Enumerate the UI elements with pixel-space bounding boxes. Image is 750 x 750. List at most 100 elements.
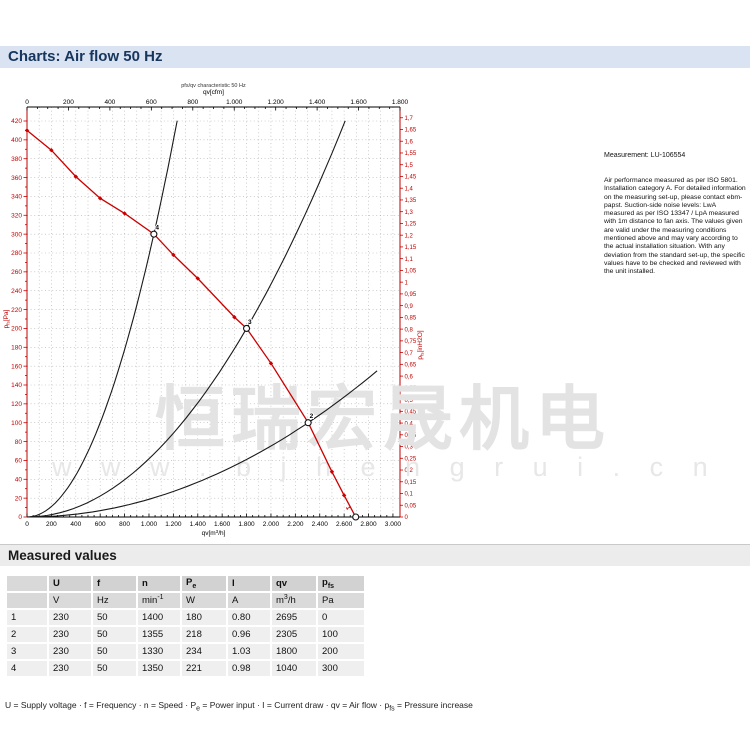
svg-text:0,35: 0,35 <box>405 433 417 439</box>
page-title: Charts: Air flow 50 Hz <box>0 46 750 68</box>
value-cell: 1400 <box>138 610 180 625</box>
svg-text:0: 0 <box>405 515 409 521</box>
svg-text:1.600: 1.600 <box>350 99 367 106</box>
svg-text:40: 40 <box>15 476 23 483</box>
top-axis-title: qv[cfm] <box>203 89 224 96</box>
unit-cell: V <box>49 593 91 608</box>
value-cell: 2695 <box>272 610 316 625</box>
svg-text:1,65: 1,65 <box>405 128 417 134</box>
svg-text:600: 600 <box>146 99 157 106</box>
value-cell: 1040 <box>272 661 316 676</box>
fan-curve-marker <box>329 469 335 474</box>
airflow-chart: pfs/qv characteristic 50 Hz qv[cfm] 0 200… <box>0 80 430 540</box>
fan-curve-marker <box>268 361 274 366</box>
unit-cell: A <box>228 593 270 608</box>
fan-curve-marker <box>73 174 78 179</box>
fan-curve-marker <box>49 148 54 153</box>
value-cell: 1350 <box>138 661 180 676</box>
svg-text:80: 80 <box>15 439 23 446</box>
unit-cell: W <box>182 593 226 608</box>
svg-text:0,95: 0,95 <box>405 292 417 298</box>
grid <box>27 107 400 517</box>
svg-text:1.600: 1.600 <box>214 521 231 528</box>
svg-text:0,75: 0,75 <box>405 339 417 345</box>
svg-text:0,8: 0,8 <box>405 327 414 333</box>
operating-point-label: 1 <box>344 505 352 512</box>
svg-text:1,25: 1,25 <box>405 222 417 228</box>
fan-curve-marker <box>24 128 30 133</box>
svg-text:1,6: 1,6 <box>405 139 414 145</box>
svg-text:20: 20 <box>15 495 23 502</box>
value-cell: 221 <box>182 661 226 676</box>
unit-cell: m3/h <box>272 593 316 608</box>
right-axis-title: pfs[inH2O] <box>417 330 425 359</box>
svg-text:200: 200 <box>11 326 22 333</box>
svg-text:2.800: 2.800 <box>360 521 377 528</box>
value-cell: 50 <box>93 627 136 642</box>
value-cell: 200 <box>318 644 364 659</box>
fan-curve-marker <box>122 211 127 216</box>
svg-text:0,55: 0,55 <box>405 386 417 392</box>
svg-text:160: 160 <box>11 363 22 370</box>
svg-text:320: 320 <box>11 212 22 219</box>
row-index-cell: 3 <box>7 644 47 659</box>
operating-point-label: 2 <box>310 413 314 420</box>
svg-text:2.400: 2.400 <box>312 521 329 528</box>
value-cell: 0.98 <box>228 661 270 676</box>
row-index-cell: 2 <box>7 627 47 642</box>
fan-curve-marker <box>97 196 103 201</box>
row-index-cell: 4 <box>7 661 47 676</box>
svg-text:0: 0 <box>25 521 29 528</box>
svg-text:1,45: 1,45 <box>405 175 417 181</box>
unit-cell <box>7 593 47 608</box>
unit-cell: min-1 <box>138 593 180 608</box>
value-cell: 50 <box>93 661 136 676</box>
fan-curve <box>26 129 357 518</box>
svg-text:1.200: 1.200 <box>268 99 285 106</box>
svg-text:1.800: 1.800 <box>238 521 255 528</box>
svg-text:1,35: 1,35 <box>405 198 417 204</box>
svg-text:0,4: 0,4 <box>405 421 414 427</box>
svg-text:1,15: 1,15 <box>405 245 417 251</box>
svg-text:1,1: 1,1 <box>405 257 414 263</box>
svg-text:220: 220 <box>11 307 22 314</box>
svg-text:1,55: 1,55 <box>405 151 417 157</box>
svg-text:1.400: 1.400 <box>309 99 326 106</box>
svg-text:0,05: 0,05 <box>405 503 417 509</box>
value-cell: 230 <box>49 661 91 676</box>
header-cell: pfs <box>318 576 364 591</box>
svg-text:0,6: 0,6 <box>405 374 414 380</box>
value-cell: 50 <box>93 610 136 625</box>
bottom-axis-title: qv[m3/h] <box>202 529 226 537</box>
system-resistance-curve <box>26 120 178 518</box>
fan-curve-marker <box>341 493 347 498</box>
value-cell: 218 <box>182 627 226 642</box>
svg-text:1,5: 1,5 <box>405 163 414 169</box>
value-cell: 230 <box>49 610 91 625</box>
header-cell: I <box>228 576 270 591</box>
svg-text:400: 400 <box>11 137 22 144</box>
operating-point <box>243 324 251 332</box>
value-cell: 2305 <box>272 627 316 642</box>
svg-text:2.200: 2.200 <box>287 521 304 528</box>
svg-text:1.200: 1.200 <box>165 521 182 528</box>
table-row: 4 230 50 1350 221 0.98 1040 300 <box>7 661 364 676</box>
left-axis-title: pfs[Pa] <box>3 309 11 328</box>
svg-text:1,2: 1,2 <box>405 233 414 239</box>
watermark-url-text: w w w . b j h e n g r u i . c n <box>52 452 719 482</box>
operating-point <box>304 419 312 427</box>
unit-cell: Hz <box>93 593 136 608</box>
svg-text:0,65: 0,65 <box>405 363 417 369</box>
value-cell: 1330 <box>138 644 180 659</box>
svg-text:0,15: 0,15 <box>405 480 417 486</box>
chart-curves-overlay: 1 2 3 4 <box>24 120 378 521</box>
measurement-note: Air performance measured as per ISO 5801… <box>604 177 746 276</box>
svg-text:1: 1 <box>405 280 409 286</box>
chart-small-title: pfs/qv characteristic 50 Hz <box>181 83 246 89</box>
value-cell: 234 <box>182 644 226 659</box>
svg-text:200: 200 <box>63 99 74 106</box>
svg-text:2.600: 2.600 <box>336 521 353 528</box>
svg-text:0,9: 0,9 <box>405 304 414 310</box>
value-cell: 180 <box>182 610 226 625</box>
